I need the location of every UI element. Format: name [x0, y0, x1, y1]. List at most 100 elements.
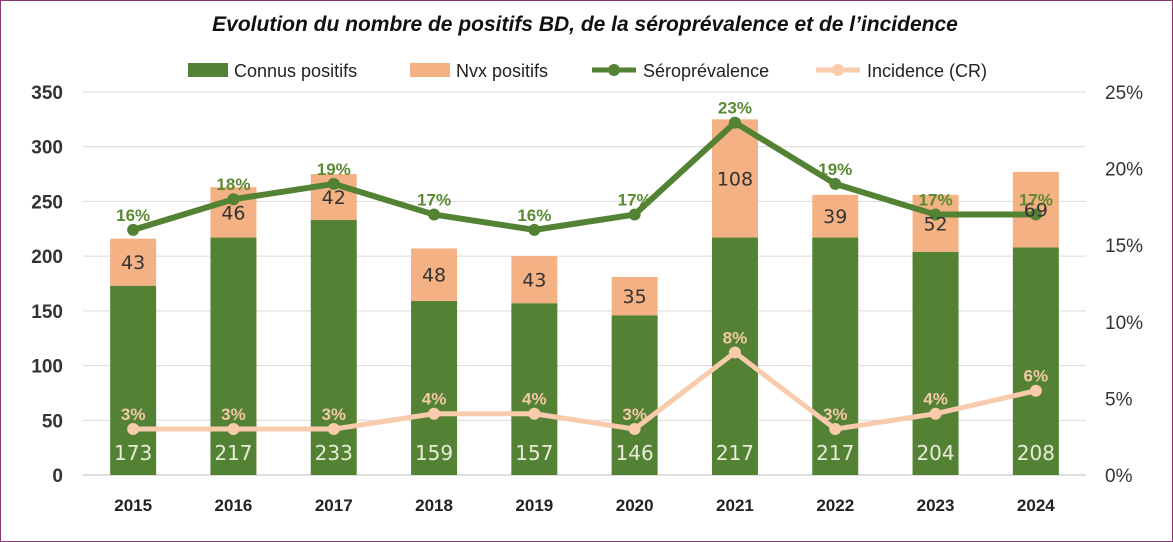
seroprevalence-marker: [929, 208, 942, 221]
bar-connus-positifs: [912, 251, 959, 475]
bar-connus-positifs: [511, 303, 558, 475]
bar-connus-positifs: [1012, 247, 1059, 475]
seroprevalence-marker: [428, 208, 441, 221]
incidence-marker: [528, 407, 541, 420]
legend-label: Séroprévalence: [643, 61, 769, 81]
incidence-marker: [628, 423, 641, 436]
bar-nvx-positifs: [511, 256, 558, 304]
bar-label-nvx-positifs: 42: [322, 187, 346, 209]
incidence-label: 4%: [923, 390, 948, 409]
bar-connus-positifs: [210, 237, 257, 475]
y-left-tick-label: 150: [31, 302, 63, 323]
lines: [127, 116, 1042, 436]
seroprevalence-label: 19%: [818, 160, 852, 179]
seroprevalence-label: 17%: [1019, 191, 1053, 210]
x-tick-label: 2015: [114, 496, 152, 515]
x-tick-label: 2016: [215, 496, 253, 515]
x-tick-label: 2017: [315, 496, 353, 515]
legend-label: Connus positifs: [234, 61, 357, 81]
bar-nvx-positifs: [110, 238, 157, 286]
incidence-marker: [327, 423, 340, 436]
seroprevalence-label: 17%: [618, 191, 652, 210]
x-tick-label: 2021: [716, 496, 754, 515]
x-tick-label: 2023: [917, 496, 955, 515]
incidence-marker: [428, 407, 441, 420]
seroprevalence-label: 23%: [718, 99, 752, 118]
bar-label-connus-positifs: 173: [114, 441, 152, 465]
bar-label-connus-positifs: 157: [515, 441, 553, 465]
x-tick-label: 2019: [515, 496, 553, 515]
legend-label: Incidence (CR): [867, 61, 987, 81]
incidence-label: 3%: [121, 405, 146, 424]
y-left-tick-label: 250: [31, 192, 63, 213]
bar-nvx-positifs: [812, 194, 859, 238]
incidence-label: 3%: [622, 405, 647, 424]
legend-item: Incidence (CR): [816, 61, 987, 81]
bar-label-nvx-positifs: 69: [1024, 200, 1048, 222]
seroprevalence-marker: [829, 177, 842, 190]
y-right-tick-label: 20%: [1105, 160, 1143, 181]
legend-swatch: [188, 63, 228, 77]
seroprevalence-marker: [327, 177, 340, 190]
bar-connus-positifs: [110, 285, 157, 475]
bar-label-connus-positifs: 208: [1017, 441, 1055, 465]
x-tick-label: 2018: [415, 496, 453, 515]
legend-item: Connus positifs: [188, 61, 357, 81]
incidence-label: 3%: [823, 405, 848, 424]
y-left-tick-label: 300: [31, 138, 63, 159]
incidence-label: 6%: [1024, 367, 1049, 386]
seroprevalence-marker: [227, 193, 240, 206]
bar-connus-positifs: [611, 315, 658, 475]
bar-label-nvx-positifs: 108: [717, 168, 753, 190]
bar-label-nvx-positifs: 52: [923, 213, 947, 235]
incidence-marker: [829, 423, 842, 436]
legend-marker: [608, 64, 620, 76]
y-left-tick-label: 200: [31, 247, 63, 268]
incidence-label: 4%: [422, 390, 447, 409]
incidence-marker: [1029, 384, 1042, 397]
y-right-tick-label: 25%: [1105, 83, 1143, 104]
bar-connus-positifs: [411, 301, 458, 475]
legend-label: Nvx positifs: [456, 61, 548, 81]
seroprevalence-label: 16%: [116, 206, 150, 225]
bar-label-nvx-positifs: 43: [522, 270, 546, 292]
bar-label-nvx-positifs: 46: [221, 202, 245, 224]
y-left-tick-label: 50: [42, 411, 63, 432]
chart-title: Evolution du nombre de positifs BD, de l…: [212, 13, 958, 36]
x-tick-label: 2020: [616, 496, 654, 515]
seroprevalence-label: 17%: [919, 191, 953, 210]
incidence-label: 8%: [723, 328, 748, 347]
seroprevalence-label: 16%: [517, 206, 551, 225]
incidence-label: 4%: [522, 390, 547, 409]
y-right-tick-label: 15%: [1105, 236, 1143, 257]
bars: [110, 119, 1059, 475]
y-left-tick-label: 0: [52, 466, 63, 487]
incidence-marker: [127, 423, 140, 436]
bar-label-connus-positifs: 233: [315, 441, 353, 465]
seroprevalence-label: 18%: [216, 175, 250, 194]
incidence-marker: [227, 423, 240, 436]
incidence-line: [130, 349, 1039, 432]
seroprevalence-marker: [728, 116, 741, 129]
bar-connus-positifs: [812, 237, 859, 475]
y-right-tick-label: 10%: [1105, 313, 1143, 334]
bar-label-connus-positifs: 159: [415, 441, 453, 465]
incidence-marker: [929, 407, 942, 420]
y-left-tick-label: 350: [31, 83, 63, 104]
data-labels: 173 43 217 46 233 42 159 48 157 43 146 35 217 108 217 3…: [114, 99, 1055, 465]
legend: Connus positifs Nvx positifs Séroprévalenc…: [188, 61, 987, 81]
seroprevalence-marker: [528, 223, 541, 236]
bar-label-nvx-positifs: 39: [823, 206, 847, 228]
legend-item: Séroprévalence: [592, 61, 769, 81]
seroprevalence-label: 17%: [417, 191, 451, 210]
bar-label-nvx-positifs: 35: [623, 286, 647, 308]
bar-label-nvx-positifs: 48: [422, 265, 446, 287]
incidence-label: 3%: [221, 405, 246, 424]
x-tick-label: 2022: [816, 496, 854, 515]
bar-label-connus-positifs: 146: [616, 441, 654, 465]
bar-label-connus-positifs: 204: [916, 441, 954, 465]
seroprevalence-marker: [628, 208, 641, 221]
y-left-tick-label: 100: [31, 357, 63, 378]
